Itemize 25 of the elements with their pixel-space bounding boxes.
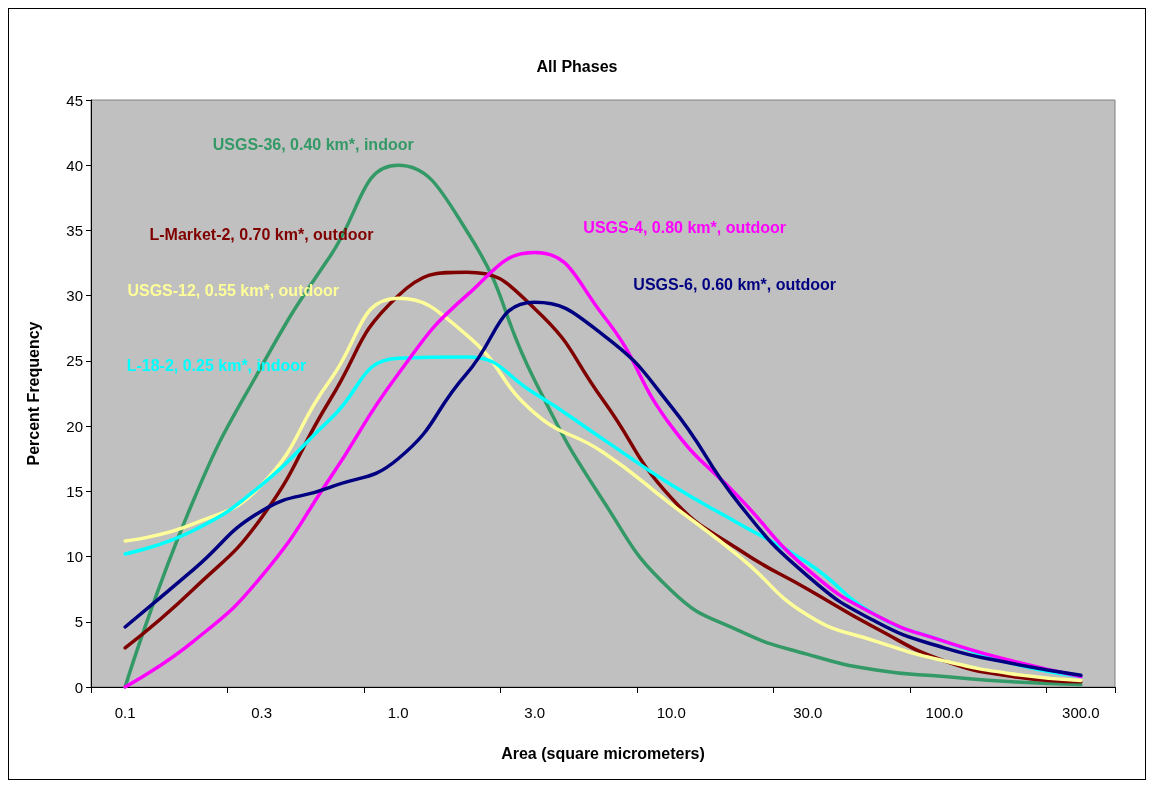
y-axis-title: Percent Frequency	[24, 321, 42, 466]
y-tick-label: 25	[66, 352, 83, 370]
x-tick-label: 100.0	[925, 704, 964, 721]
x-axis-title: Area (square micrometers)	[501, 744, 705, 762]
y-tick-label: 20	[66, 417, 83, 435]
line-series	[123, 163, 1083, 689]
x-tick-label: 30.0	[793, 704, 823, 721]
y-tick-label: 15	[66, 482, 83, 500]
text: USGS-6, 0.60 km*, outdoor	[633, 275, 837, 293]
x-tick-label: 300.0	[1062, 704, 1100, 721]
x-tick-label: 1.0	[387, 704, 409, 721]
y-tick-label: 40	[66, 156, 83, 174]
y-tick-label: 35	[66, 221, 83, 239]
y-tick-label: 0	[74, 678, 83, 696]
x-tick-label: 0.3	[251, 704, 273, 721]
series-label: USGS-36, 0.40 km*, indoor	[212, 135, 414, 153]
y-tick-label: 45	[66, 91, 83, 109]
chart-title: All Phases	[536, 57, 618, 75]
x-tick-label: 0.1	[114, 704, 136, 721]
x-tick-label: 3.0	[524, 704, 546, 721]
y-tick-label: 30	[66, 287, 83, 305]
text: USGS-4, 0.80 km*, outdoor	[583, 219, 787, 237]
y-tick-label: 5	[74, 613, 83, 631]
x-tick-label: 10.0	[656, 704, 686, 721]
y-tick-label: 10	[66, 548, 83, 566]
